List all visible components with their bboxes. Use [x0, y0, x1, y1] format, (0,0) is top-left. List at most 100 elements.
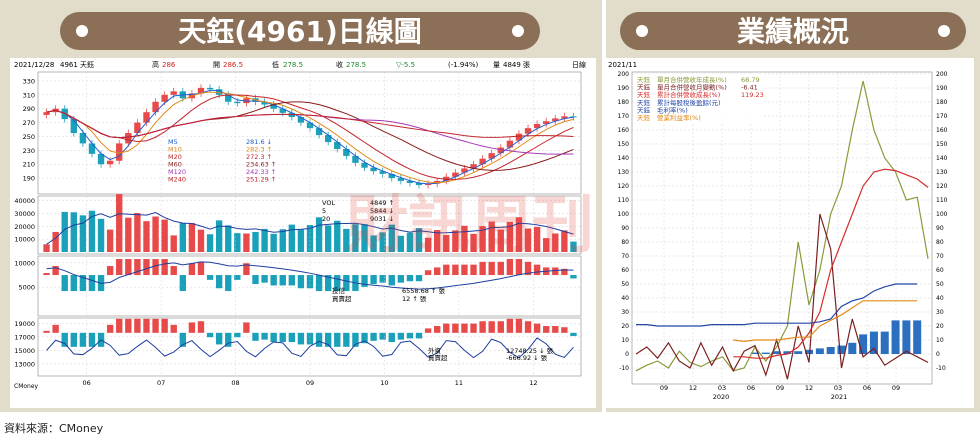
foreign-bar: [488, 321, 495, 333]
trust-bar: [161, 259, 168, 276]
candle-body: [552, 118, 559, 122]
month-tick-label: 07: [157, 379, 165, 387]
foreign-bar: [443, 323, 450, 333]
volume-bar: [306, 225, 314, 252]
perf-x-tick-label: 12: [805, 384, 813, 392]
eps-bar: [794, 351, 803, 354]
perf-right-tick-label: 70: [936, 253, 944, 260]
month-tick-label: 06: [83, 379, 91, 387]
eps-bar: [783, 351, 792, 354]
title-dot-icon: [636, 25, 648, 37]
trust-tick-label: 10000: [14, 259, 35, 267]
month-tick-label: 11: [455, 379, 463, 387]
perf-x-tick-label: 06: [863, 384, 871, 392]
candle-body: [506, 140, 514, 148]
trust-bar: [443, 264, 450, 276]
price-tick-label: 290: [23, 105, 35, 113]
volume-legend: VOL 4849 ↑ 5 5844 ↓ 20 9031 ↓: [322, 199, 394, 223]
eps-bar: [913, 320, 922, 354]
foreign-bar: [561, 327, 568, 333]
candle-body: [397, 178, 405, 181]
trust-bar: [297, 275, 305, 289]
candle-body: [152, 101, 159, 113]
ma-legend-value: 272.3 ↑: [246, 153, 272, 161]
foreign-panel: [37, 317, 582, 377]
trust-bar: [315, 275, 323, 292]
trust-bar: [106, 266, 114, 276]
header-open: 286.5: [223, 61, 243, 69]
volume-bar: [352, 224, 359, 252]
volume-bar: [152, 216, 159, 252]
volume-bar: [434, 230, 441, 252]
perf-left-tick-label: 30: [621, 309, 629, 316]
volume-bar: [343, 228, 350, 252]
foreign-bar: [188, 322, 196, 333]
foreign-bar: [434, 326, 441, 333]
perf-x-tick-label: 09: [776, 384, 784, 392]
trust-bar: [43, 273, 50, 276]
volume-bar: [261, 228, 268, 252]
volume-panel: [37, 195, 582, 255]
trust-bar: [406, 275, 414, 282]
candle-body: [361, 162, 368, 168]
header-close-label: 收: [336, 60, 343, 69]
trust-bar: [379, 275, 386, 283]
volume-bar: [424, 237, 432, 252]
trust-bar: [343, 275, 350, 292]
candle-body: [161, 94, 168, 102]
perf-left-tick-label: 140: [618, 155, 630, 162]
candle-body: [315, 128, 323, 136]
ma-legend-name: M60: [168, 161, 182, 169]
perf-legend-name: 營業利益率(%): [657, 113, 701, 122]
perf-year-label: 2020: [713, 393, 730, 401]
volume-bar: [70, 212, 77, 252]
foreign-bar-value: 12748.25 ↓ 張: [506, 347, 554, 355]
perf-right-tick-label: 80: [936, 239, 944, 246]
perf-x-tick-label: 12: [689, 384, 697, 392]
volume-bar: [361, 224, 368, 252]
cmoney-label: CMoney: [14, 383, 39, 390]
trust-bar: [434, 267, 441, 276]
eps-bar: [750, 352, 759, 354]
trust-bar: [524, 261, 532, 276]
foreign-bar: [61, 332, 68, 347]
perf-series-line: [733, 300, 918, 343]
trust-bar: [397, 275, 405, 283]
daily-header: 2021/12/28 4961 天鈺 高 286 開 286.5 低 278.5…: [14, 60, 586, 69]
candle-body: [352, 155, 359, 163]
candle-body: [261, 101, 268, 105]
perf-legend-name: 單月合併營收月變動(%): [657, 83, 727, 92]
candle-body: [97, 153, 105, 165]
trust-bar: [470, 264, 477, 276]
volume-bar: [497, 229, 504, 252]
foreign-line: [46, 337, 574, 359]
candle-body: [533, 123, 541, 129]
trust-bar: [243, 263, 250, 276]
foreign-bar: [225, 332, 232, 347]
volume-tick-label: 30000: [14, 210, 35, 218]
foreign-bar: [297, 332, 305, 345]
perf-legend-prefix: 天鈺: [637, 98, 651, 107]
trust-bar: [461, 264, 468, 276]
volume-tick-label: 20000: [14, 223, 35, 231]
perf-legend-name: 毛利率(%): [657, 105, 688, 114]
candle-body: [343, 148, 350, 156]
volume-bar: [206, 234, 214, 252]
perf-right-tick-label: 20: [936, 323, 944, 330]
perf-left-tick-label: 50: [621, 281, 629, 288]
candle-body: [479, 158, 486, 165]
candle-body: [561, 116, 568, 119]
volume-bar: [470, 233, 477, 252]
eps-bar: [826, 347, 835, 354]
volume-bar: [170, 235, 177, 252]
perf-x-tick-label: 09: [660, 384, 668, 392]
ma-legend-value: 234.63 ↑: [246, 161, 276, 169]
trust-bar: [116, 259, 123, 276]
trust-bar: [52, 266, 59, 276]
header-volume: 4849 張: [503, 61, 530, 69]
perf-left-tick-label: 130: [618, 169, 630, 176]
trust-legend-line: 買賣超: [332, 294, 352, 303]
month-tick-label: 08: [231, 379, 239, 387]
foreign-bar: [134, 318, 141, 333]
